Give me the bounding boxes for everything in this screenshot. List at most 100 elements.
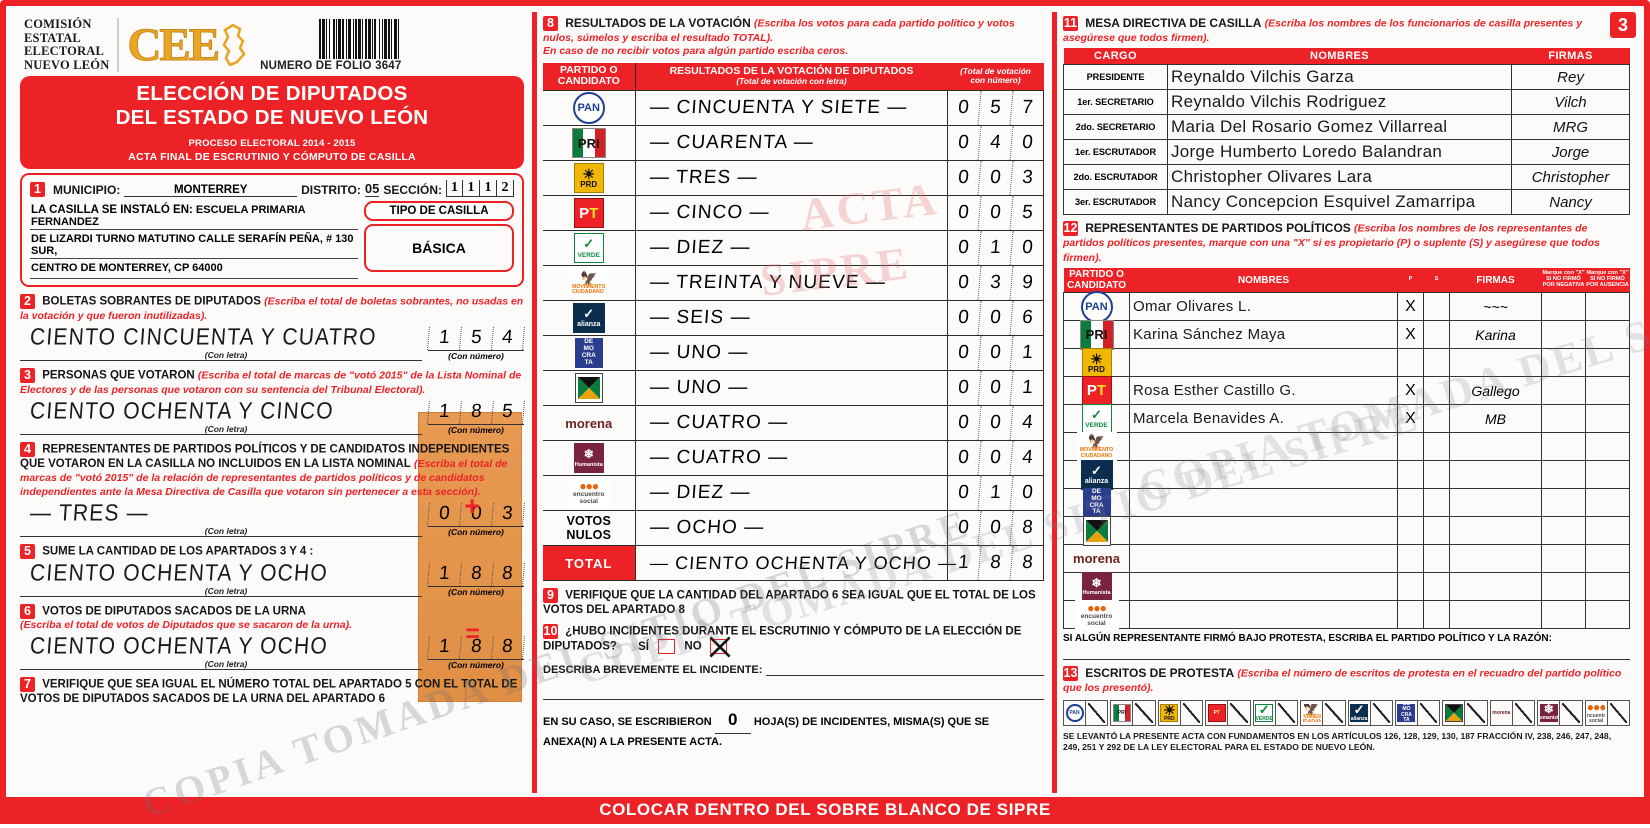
- rep-firma[interactable]: [1449, 600, 1542, 630]
- rep-suplente-mark[interactable]: [1423, 432, 1450, 462]
- escrito-protesta-cell[interactable]: ☀ PRD: [1157, 699, 1204, 726]
- protest-note-input[interactable]: [1063, 644, 1630, 661]
- section-6-letra-field[interactable]: CIENTO OCHENTA Y OCHO (Con letra): [20, 634, 422, 671]
- section-4-numero-field[interactable]: 0 0 3 (Con número): [426, 503, 526, 537]
- rep-nombre[interactable]: Karina Sánchez Maya: [1129, 320, 1398, 350]
- rep-suplente-mark[interactable]: [1423, 544, 1450, 574]
- rep-propietario-mark[interactable]: [1397, 348, 1424, 378]
- mesa-nombre[interactable]: Maria Del Rosario Gomez Villarreal: [1167, 114, 1512, 141]
- results-row-letra[interactable]: — CUATRO —: [634, 440, 948, 476]
- address-line-1[interactable]: ESCUELA PRIMARIA FERNANDEZ: [31, 204, 306, 229]
- results-row-letra[interactable]: — CINCUENTA Y SIETE —: [634, 90, 948, 126]
- rep-firma[interactable]: [1449, 544, 1542, 574]
- rep-ausencia-mark[interactable]: [1585, 404, 1630, 434]
- results-row-letra[interactable]: — TRES —: [634, 160, 948, 196]
- rep-propietario-mark[interactable]: X: [1397, 320, 1424, 350]
- seccion-digit-4[interactable]: 2: [497, 180, 514, 198]
- rep-nombre[interactable]: [1129, 348, 1398, 378]
- mesa-firma[interactable]: Christopher: [1511, 164, 1630, 191]
- rep-firma[interactable]: Gallego: [1449, 376, 1542, 406]
- rep-propietario-mark[interactable]: [1397, 460, 1424, 490]
- rep-negativa-mark[interactable]: [1541, 600, 1586, 630]
- rep-firma[interactable]: ~~~: [1449, 292, 1542, 322]
- rep-nombre[interactable]: [1129, 600, 1398, 630]
- rep-firma[interactable]: Karina: [1449, 320, 1542, 350]
- rep-negativa-mark[interactable]: [1541, 404, 1586, 434]
- section-3-letra-field[interactable]: CIENTO OCHENTA Y CINCO (Con letra): [20, 399, 422, 436]
- rep-ausencia-mark[interactable]: [1585, 544, 1630, 574]
- rep-firma[interactable]: [1449, 516, 1542, 546]
- rep-firma[interactable]: [1449, 432, 1542, 462]
- rep-propietario-mark[interactable]: [1397, 516, 1424, 546]
- rep-propietario-mark[interactable]: X: [1397, 376, 1424, 406]
- rep-firma[interactable]: MB: [1449, 404, 1542, 434]
- tipo-casilla-value[interactable]: BÁSICA: [364, 224, 514, 273]
- mesa-firma[interactable]: MRG: [1511, 114, 1630, 141]
- rep-firma[interactable]: [1449, 348, 1542, 378]
- rep-ausencia-mark[interactable]: [1585, 348, 1630, 378]
- escrito-protesta-cell[interactable]: [1442, 699, 1488, 726]
- rep-negativa-mark[interactable]: [1541, 376, 1586, 406]
- rep-suplente-mark[interactable]: [1423, 488, 1450, 518]
- rep-ausencia-mark[interactable]: [1585, 488, 1630, 518]
- escrito-protesta-cell[interactable]: ❄Humanista: [1537, 699, 1583, 726]
- rep-propietario-mark[interactable]: [1397, 432, 1424, 462]
- si-checkbox[interactable]: [658, 639, 676, 655]
- rep-negativa-mark[interactable]: [1541, 292, 1586, 322]
- results-row-letra[interactable]: — DIEZ —: [634, 475, 948, 511]
- rep-propietario-mark[interactable]: [1397, 488, 1424, 518]
- rep-nombre[interactable]: Rosa Esther Castillo G.: [1129, 376, 1398, 406]
- rep-firma[interactable]: [1449, 572, 1542, 602]
- mesa-nombre[interactable]: Christopher Olivares Lara: [1167, 164, 1512, 191]
- results-row-letra[interactable]: — CUATRO —: [634, 405, 948, 441]
- escrito-count-field[interactable]: [1086, 701, 1107, 725]
- rep-propietario-mark[interactable]: [1397, 544, 1424, 574]
- votos-nulos-letra[interactable]: — OCHO —: [634, 510, 948, 546]
- escrito-count-field[interactable]: [1133, 701, 1154, 725]
- rep-suplente-mark[interactable]: [1423, 348, 1450, 378]
- rep-nombre[interactable]: [1129, 432, 1398, 462]
- rep-ausencia-mark[interactable]: [1585, 516, 1630, 546]
- section-3-numero-field[interactable]: 1 8 5 (Con número): [426, 401, 526, 435]
- rep-nombre[interactable]: [1129, 488, 1398, 518]
- rep-nombre[interactable]: [1129, 516, 1398, 546]
- rep-negativa-mark[interactable]: [1541, 516, 1586, 546]
- rep-ausencia-mark[interactable]: [1585, 460, 1630, 490]
- escrito-count-field[interactable]: [1418, 701, 1439, 725]
- escrito-count-field[interactable]: [1323, 701, 1344, 725]
- section-5-letra-field[interactable]: CIENTO OCHENTA Y OCHO (Con letra): [20, 561, 422, 598]
- escrito-count-field[interactable]: [1608, 701, 1629, 725]
- rep-firma[interactable]: [1449, 460, 1542, 490]
- rep-negativa-mark[interactable]: [1541, 488, 1586, 518]
- escrito-protesta-cell[interactable]: DE MO CRA TA: [1394, 699, 1441, 726]
- results-row-letra[interactable]: — UNO —: [634, 370, 948, 406]
- mesa-firma[interactable]: Jorge: [1511, 139, 1630, 166]
- results-row-letra[interactable]: — CINCO —: [634, 195, 948, 231]
- rep-negativa-mark[interactable]: [1541, 348, 1586, 378]
- rep-suplente-mark[interactable]: [1423, 376, 1450, 406]
- section-6-numero-field[interactable]: 1 8 8 (Con número): [426, 636, 526, 670]
- rep-firma[interactable]: [1449, 488, 1542, 518]
- rep-negativa-mark[interactable]: [1541, 320, 1586, 350]
- mesa-nombre[interactable]: Nancy Concepcion Esquivel Zamarripa: [1167, 189, 1512, 216]
- escrito-protesta-cell[interactable]: PRI: [1110, 699, 1156, 726]
- rep-ausencia-mark[interactable]: [1585, 320, 1630, 350]
- rep-ausencia-mark[interactable]: [1585, 376, 1630, 406]
- rep-nombre[interactable]: [1129, 544, 1398, 574]
- escrito-count-field[interactable]: [1465, 701, 1486, 725]
- seccion-digits[interactable]: 1 1 1 2: [446, 180, 514, 198]
- mesa-firma[interactable]: Rey: [1511, 64, 1630, 91]
- escrito-count-field[interactable]: [1276, 701, 1297, 725]
- rep-suplente-mark[interactable]: [1423, 320, 1450, 350]
- no-checkbox[interactable]: [709, 636, 731, 658]
